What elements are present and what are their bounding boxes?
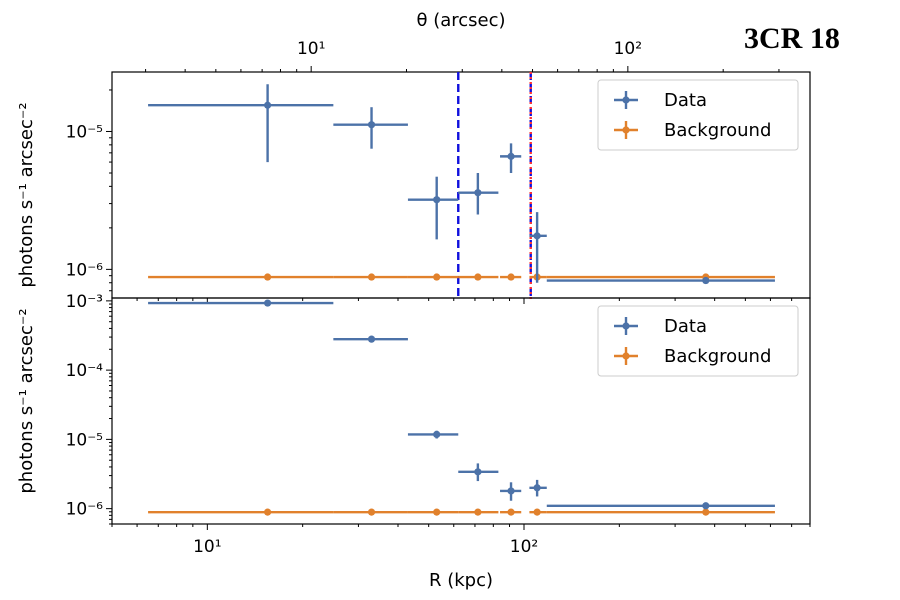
legend-swatch-dot	[622, 352, 630, 360]
y-tick-label: 10⁻⁶	[66, 260, 104, 280]
series-data	[148, 299, 775, 510]
data-point	[702, 276, 710, 285]
data-point	[367, 121, 376, 129]
background-point	[433, 273, 441, 281]
y-tick-label: 10⁻³	[66, 292, 103, 312]
y-tick-label: 10⁻⁵	[66, 122, 103, 142]
background-point	[474, 508, 482, 516]
y-axis-label-1: photons s⁻¹ arcsec⁻²	[16, 102, 37, 287]
y-tick-label: 10⁻⁶	[66, 500, 104, 520]
legend-label-background: Background	[664, 346, 771, 367]
x-axis-label: R (kpc)	[429, 570, 493, 591]
data-point	[264, 101, 272, 109]
legend-box	[597, 305, 799, 377]
top-x-tick-label: 10²	[614, 39, 642, 59]
background-point	[367, 508, 376, 516]
series-data	[148, 84, 775, 285]
background-point	[264, 273, 272, 281]
background-point	[264, 508, 272, 516]
legend-swatch-dot	[622, 322, 630, 330]
legend-label-background: Background	[664, 120, 771, 141]
y-axis-label-2: photons s⁻¹ arcsec⁻²	[16, 308, 37, 493]
background-point	[367, 273, 376, 281]
x-tick-label: 10²	[510, 537, 538, 557]
background-point	[474, 273, 482, 281]
data-point	[702, 502, 710, 510]
background-point	[533, 508, 541, 516]
series-background	[148, 508, 775, 516]
data-point	[533, 484, 541, 492]
data-point	[474, 189, 482, 197]
background-point	[507, 273, 515, 281]
source-label: 3CR 18	[744, 22, 840, 55]
legend-2: Data Background	[597, 305, 799, 377]
data-point	[433, 430, 441, 439]
y-tick-label: 10⁻⁴	[66, 361, 104, 381]
series-background	[148, 273, 775, 281]
background-point	[507, 508, 515, 516]
legend-1: Data Background	[597, 79, 799, 151]
data-point	[507, 152, 515, 160]
top-x-tick-label: 10¹	[297, 39, 325, 59]
data-point	[264, 299, 272, 307]
data-point	[433, 196, 441, 204]
top-axis-label: θ (arcsec)	[416, 10, 505, 31]
legend-label-data: Data	[664, 90, 707, 111]
legend-label-data: Data	[664, 316, 707, 337]
data-point	[474, 468, 482, 476]
data-point	[507, 487, 515, 495]
plot-frame-2	[111, 297, 811, 525]
legend-swatch-dot	[622, 96, 630, 104]
y-tick-label: 10⁻⁵	[66, 430, 103, 450]
background-point	[433, 508, 441, 516]
legend-box	[597, 79, 799, 151]
data-point	[367, 335, 376, 343]
background-point	[702, 508, 710, 516]
legend-swatch-dot	[622, 126, 630, 134]
data-point	[533, 232, 541, 240]
x-tick-label: 10¹	[193, 537, 221, 557]
